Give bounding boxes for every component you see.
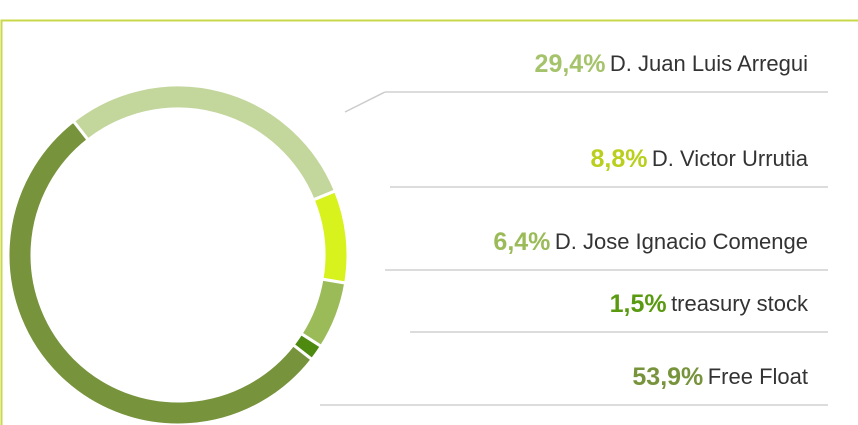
value-label: 53,9% [632,363,703,391]
donut-segment [311,188,350,285]
category-label: Free Float [708,364,808,389]
value-label: 6,4% [493,228,550,256]
donut-segment [6,118,315,425]
legend-entry: 8,8% D. Victor Urrutia [590,145,808,173]
value-label: 8,8% [590,145,647,173]
category-label: D. Juan Luis Arregui [610,51,808,76]
donut [6,83,350,425]
category-label: treasury stock [671,291,809,316]
labels: 29,4% D. Juan Luis Arregui 8,8% D. Victor… [320,50,828,406]
value-label: 1,5% [610,290,667,318]
legend-entry: 1,5% treasury stock [610,290,809,318]
value-label: 29,4% [535,50,606,78]
frame [0,19,858,425]
category-label: D. Jose Ignacio Comenge [555,229,808,254]
legend-entry: 29,4% D. Juan Luis Arregui [535,50,808,78]
leader-line [344,91,386,113]
legend-entry: 53,9% Free Float [632,363,808,391]
donut-segment [71,83,338,202]
legend-entry: 6,4% D. Jose Ignacio Comenge [493,228,808,256]
category-label: D. Victor Urrutia [652,146,809,171]
